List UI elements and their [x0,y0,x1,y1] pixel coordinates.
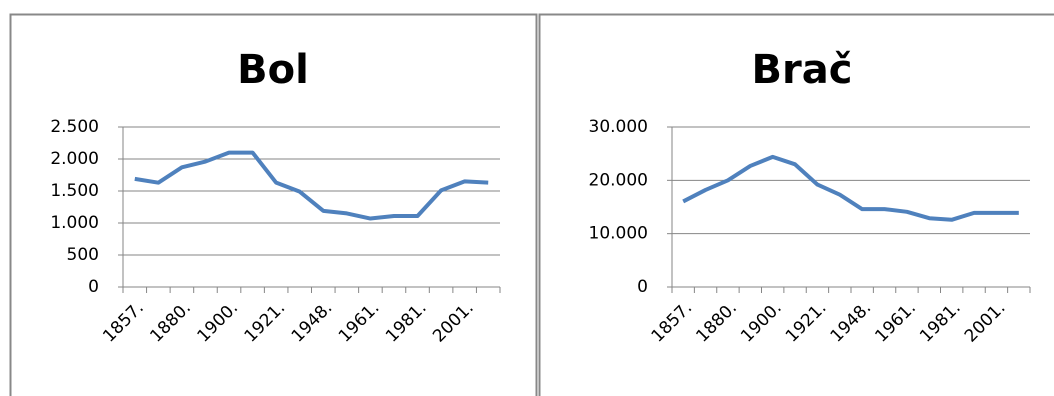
chart-title: Bol [237,47,309,93]
x-tick-label: 1900. [194,298,243,347]
x-tick-label: 1961. [871,298,920,347]
y-tick-label: 500 [67,245,99,265]
y-tick-label: 0 [637,277,648,297]
y-tick-label: 2.500 [50,117,99,137]
x-tick-label: 1961. [335,298,384,347]
data-line [134,150,489,221]
y-tick-label: 0 [88,277,99,297]
x-tick-label: 1880. [692,298,741,347]
x-tick-label: 1948. [288,298,337,347]
x-tick-label: 1857. [99,298,148,347]
x-tick-label: 1921. [241,298,290,347]
y-tick-label: 1.500 [50,181,99,201]
y-tick-label: 30.000 [589,117,648,137]
x-tick-label: 1857. [648,298,697,347]
y-tick-label: 2.000 [50,149,99,169]
x-tick-label: 1921. [782,298,831,347]
x-tick-label: 1880. [146,298,195,347]
data-line [682,154,1019,222]
y-tick-label: 20.000 [589,170,648,190]
panel-border [538,13,1054,396]
x-tick-label: 1948. [827,298,876,347]
x-tick-label: 2001. [429,298,478,347]
y-tick-label: 1.000 [50,213,99,233]
chart-title: Brač [752,47,853,93]
x-tick-label: 1900. [737,298,786,347]
panel-border [9,13,538,396]
x-tick-label: 2001. [961,298,1010,347]
x-tick-label: 1981. [382,298,431,347]
y-tick-label: 10.000 [589,224,648,244]
x-tick-label: 1981. [916,298,965,347]
